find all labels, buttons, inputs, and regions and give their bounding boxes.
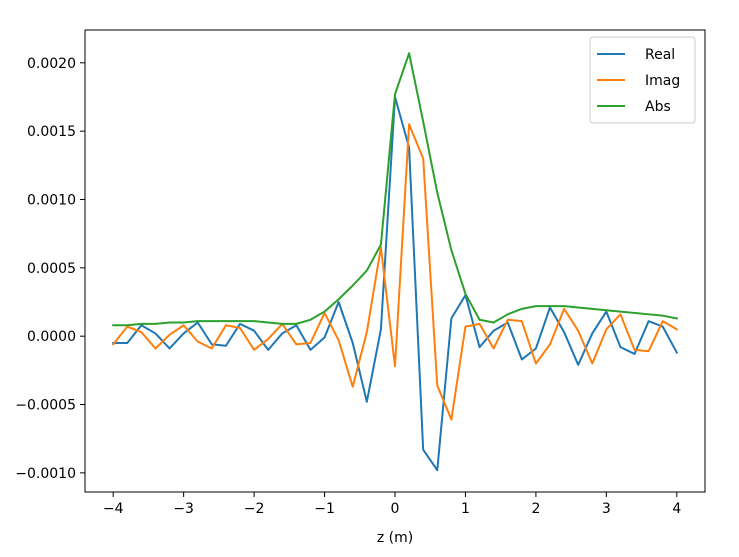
- legend: Real Imag Abs: [589, 36, 696, 124]
- y-tick-label: 0.0005: [27, 261, 76, 277]
- y-tick-label: 0.0015: [27, 124, 76, 140]
- legend-label-real: Real: [645, 47, 675, 63]
- y-tick-label: −0.0005: [15, 398, 76, 414]
- x-axis-label: z (m): [377, 530, 413, 546]
- y-axis: −0.0010 −0.0005 0.0000 0.0005 0.0010 0.0015 0.…: [15, 56, 85, 482]
- x-tick-label: −2: [244, 501, 265, 517]
- x-tick-label: 1: [461, 501, 470, 517]
- legend-label-abs: Abs: [645, 99, 671, 115]
- series-line-imag: [111, 123, 679, 421]
- y-tick-label: 0.0000: [27, 329, 76, 345]
- x-tick-label: 2: [531, 501, 540, 517]
- x-tick-label: 0: [391, 501, 400, 517]
- y-tick-label: 0.0020: [27, 56, 76, 72]
- x-tick-label: −1: [314, 501, 335, 517]
- y-tick-label: −0.0010: [15, 466, 76, 482]
- x-tick-label: 4: [672, 501, 681, 517]
- y-tick-label: 0.0010: [27, 192, 76, 208]
- x-axis: −4 −3 −2 −1 0 1 2 3 4: [103, 492, 681, 517]
- x-tick-label: −3: [173, 501, 194, 517]
- x-tick-label: 3: [602, 501, 611, 517]
- series-layer: [111, 52, 679, 472]
- series-line-abs: [112, 52, 678, 327]
- legend-label-imag: Imag: [645, 73, 680, 89]
- x-tick-label: −4: [103, 501, 124, 517]
- legend-box: [589, 36, 696, 124]
